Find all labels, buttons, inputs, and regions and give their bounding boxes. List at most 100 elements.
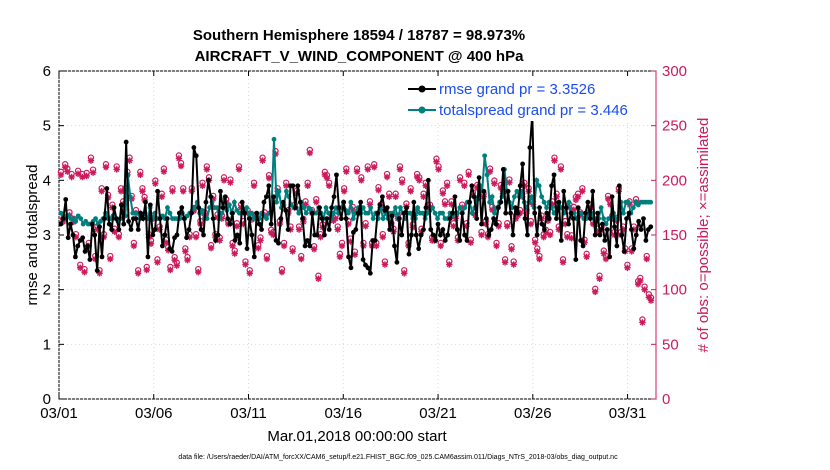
rmse-point	[63, 197, 69, 202]
obs-assimilated-marker	[334, 226, 341, 233]
obs-assimilated-marker	[231, 250, 238, 257]
rmse-point	[317, 205, 322, 211]
rmse-point	[164, 216, 170, 222]
totalspread-point	[365, 210, 371, 216]
rmse-point	[307, 243, 313, 249]
totalspread-point	[630, 205, 636, 211]
totalspread-point	[430, 205, 436, 211]
obs-assimilated-marker	[506, 179, 513, 186]
rmse-point	[493, 221, 499, 227]
obs-assimilated-marker	[332, 215, 339, 222]
obs-assimilated-marker	[177, 162, 185, 170]
x-tick-label: 03/01	[40, 405, 78, 422]
rmse-point	[503, 210, 509, 216]
rmse-point	[75, 243, 81, 249]
obs-assimilated-marker	[604, 195, 612, 203]
y-right-tick-label: 100	[662, 282, 687, 299]
rmse-point	[549, 183, 555, 189]
obs-assimilated-marker	[559, 259, 567, 266]
rmse-point	[203, 199, 209, 205]
rmse-point	[544, 210, 550, 216]
rmse-point	[556, 199, 562, 205]
totalspread-point	[380, 216, 386, 222]
rmse-point	[570, 216, 576, 222]
obs-assimilated-marker	[137, 171, 144, 179]
rmse-point	[181, 216, 187, 222]
totalspread-point	[534, 177, 540, 183]
y-tick-label: 3	[43, 227, 51, 244]
rmse-point	[118, 202, 124, 208]
rmse-point	[406, 251, 412, 257]
legend-spread-marker	[418, 106, 426, 114]
rmse-point	[70, 232, 76, 238]
rmse-point	[60, 216, 66, 222]
rmse-point	[191, 145, 197, 150]
totalspread-point	[514, 188, 520, 194]
obs-assimilated-marker	[504, 223, 511, 230]
x-tick-label: 03/11	[230, 405, 266, 422]
rmse-point	[68, 221, 73, 227]
totalspread-point	[207, 205, 212, 211]
totalspread-point	[350, 216, 356, 222]
rmse-point	[348, 265, 354, 271]
rmse-point	[82, 249, 88, 254]
rmse-point	[85, 243, 90, 249]
rmse-point	[237, 240, 243, 246]
y-tick-label: 1	[43, 336, 51, 353]
obs-assimilated-marker	[602, 255, 610, 263]
obs-assimilated-marker	[199, 182, 206, 189]
rmse-point	[636, 218, 642, 224]
y-tick-label: 0	[43, 391, 51, 408]
rmse-point	[193, 153, 199, 159]
obs-assimilated-marker	[443, 182, 451, 189]
rmse-point	[353, 227, 359, 232]
rmse-point	[230, 210, 235, 216]
rmse-point	[483, 216, 489, 222]
rmse-point	[140, 216, 146, 222]
rmse-point	[227, 221, 233, 227]
obs-assimilated-marker	[259, 157, 266, 164]
totalspread-point	[199, 208, 205, 213]
obs-assimilated-marker	[265, 174, 273, 182]
rmse-point	[160, 243, 165, 249]
totalspread-point	[214, 205, 220, 211]
rmse-point	[309, 210, 315, 216]
totalspread-point	[578, 210, 584, 216]
obs-assimilated-marker	[637, 277, 644, 285]
legend-rmse-marker	[418, 85, 426, 93]
rmse-point	[280, 199, 286, 205]
y-tick-label: 5	[43, 118, 51, 135]
totalspread-point	[621, 210, 626, 216]
rmse-point	[442, 238, 448, 243]
obs-assimilated-marker	[407, 188, 414, 195]
obs-assimilated-marker	[242, 261, 249, 268]
rmse-point	[295, 183, 301, 189]
rmse-point	[278, 216, 284, 222]
rmse-point	[58, 221, 64, 227]
rmse-point	[433, 238, 438, 243]
totalspread-point	[566, 199, 572, 205]
legend-rmse-label: rmse grand pr = 3.3526	[439, 81, 595, 98]
rmse-point	[367, 270, 373, 276]
obs-assimilated-marker	[600, 250, 608, 257]
totalspread-point	[482, 153, 488, 159]
rmse-point	[126, 218, 131, 224]
rmse-point	[263, 194, 269, 200]
totalspread-point	[93, 216, 98, 222]
rmse-point	[116, 227, 122, 232]
obs-assimilated-marker	[386, 193, 393, 200]
obs-assimilated-marker	[401, 270, 408, 277]
rmse-point	[314, 232, 320, 238]
obs-assimilated-marker	[77, 264, 84, 271]
rmse-point	[602, 238, 608, 243]
rmse-point	[561, 188, 567, 194]
rmse-point	[445, 232, 451, 238]
obs-assimilated-marker	[557, 166, 565, 173]
obs-assimilated-marker	[375, 186, 382, 194]
rmse-point	[261, 199, 267, 205]
obs-assimilated-marker	[435, 166, 442, 173]
obs-assimilated-marker	[89, 169, 97, 176]
obs-assimilated-marker	[579, 188, 586, 195]
obs-assimilated-marker	[358, 177, 365, 184]
